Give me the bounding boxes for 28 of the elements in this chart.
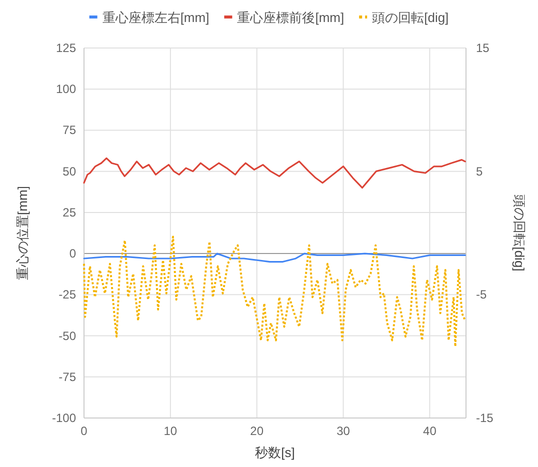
y-tick-label: -25 bbox=[58, 288, 76, 302]
legend-label: 重心座標左右[mm] bbox=[102, 10, 210, 25]
line-series bbox=[83, 157, 466, 189]
y2-tick-label: -15 bbox=[476, 411, 494, 425]
line-series bbox=[83, 236, 466, 348]
y-tick-label: 0 bbox=[69, 246, 76, 261]
y-tick-label: 25 bbox=[62, 205, 76, 220]
y-tick-label: 75 bbox=[62, 123, 76, 138]
x-tick-label: 10 bbox=[164, 424, 178, 438]
legend-label: 頭の回転[dig] bbox=[372, 10, 449, 25]
y-tick-label: -50 bbox=[58, 328, 76, 343]
x-axis-title: 秒数[s] bbox=[255, 445, 295, 460]
y-tick-label: 50 bbox=[62, 164, 76, 178]
x-tick-label: 30 bbox=[336, 424, 350, 438]
y-tick-label: 100 bbox=[56, 82, 76, 96]
y-tick-label: -100 bbox=[52, 411, 76, 425]
y-tick-label: 125 bbox=[56, 41, 76, 55]
x-tick-label: 20 bbox=[250, 424, 264, 438]
y-axis-title: 重心の位置[mm] bbox=[15, 186, 30, 280]
y2-tick-label: 5 bbox=[476, 164, 483, 178]
y-tick-label: -75 bbox=[58, 370, 76, 384]
legend-label: 重心座標前後[mm] bbox=[237, 10, 344, 25]
x-tick-label: 0 bbox=[80, 424, 88, 438]
y2-tick-label: -5 bbox=[476, 288, 487, 302]
y2-axis-title: 頭の回転[dig] bbox=[512, 194, 527, 272]
y2-tick-label: 15 bbox=[476, 41, 490, 55]
x-tick-label: 40 bbox=[423, 424, 437, 438]
line-series bbox=[83, 252, 466, 263]
